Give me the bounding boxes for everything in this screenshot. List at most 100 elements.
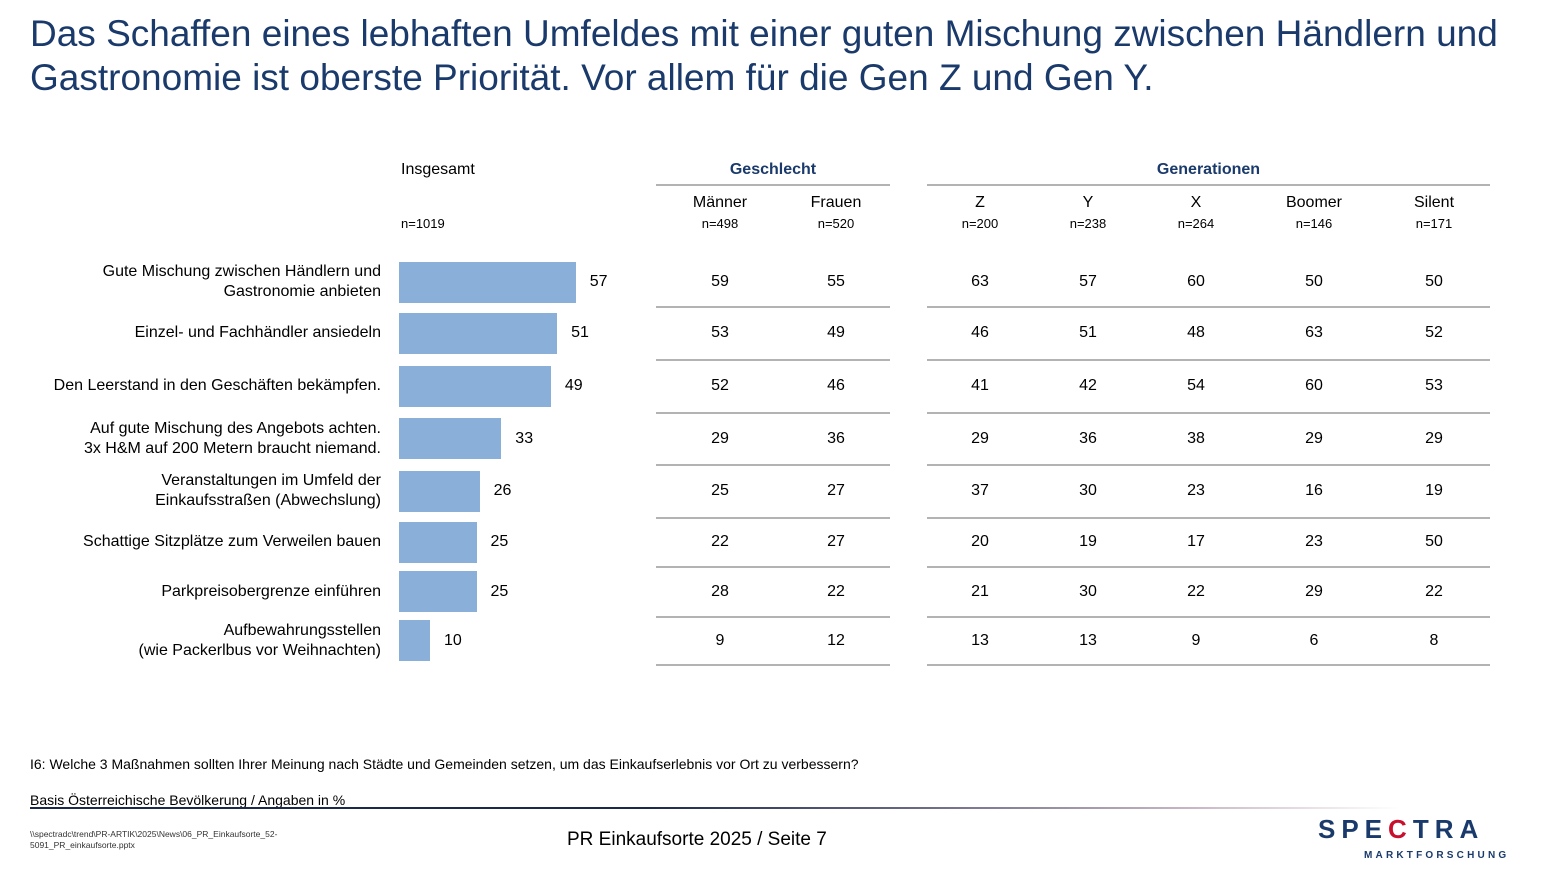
- bar-value-label: 51: [571, 324, 589, 341]
- cell-y: 51: [1079, 324, 1097, 341]
- column-header-silent: Silent: [1413, 194, 1455, 211]
- cell-silent: 19: [1425, 482, 1443, 499]
- cell-männer: 52: [711, 377, 729, 394]
- logo-text-start: SPE: [1318, 814, 1389, 844]
- bar-total: [399, 418, 502, 459]
- survey-basis: Basis Österreichische Bevölkerung / Anga…: [30, 792, 346, 808]
- cell-z: 63: [971, 273, 989, 290]
- column-n-z: n=200: [961, 216, 999, 231]
- cell-z: 37: [971, 482, 989, 499]
- row-label: Aufbewahrungsstellen (wie Packerlbus vor …: [10, 617, 381, 664]
- survey-question: I6: Welche 3 Maßnahmen sollten Ihrer Mei…: [30, 756, 859, 772]
- cell-y: 19: [1079, 533, 1097, 550]
- cell-männer: 25: [711, 482, 729, 499]
- cell-y: 36: [1079, 429, 1097, 447]
- cell-y: 42: [1079, 377, 1097, 394]
- row-label-line: Gute Mischung zwischen Händlern und: [102, 263, 381, 280]
- column-header-x: X: [1190, 194, 1202, 211]
- bar-total: [399, 261, 576, 303]
- cell-silent: 22: [1425, 582, 1443, 600]
- cell-silent: 53: [1425, 377, 1443, 394]
- logo-wordmark: SPECTRA: [1318, 814, 1484, 845]
- row-divider-geschlecht: [656, 566, 890, 568]
- row-divider-geschlecht: [656, 616, 890, 618]
- cell-boomer: 60: [1305, 377, 1323, 394]
- row-label: Auf gute Mischung des Angebots achten. 3x…: [10, 413, 381, 464]
- group-header-generationen: Generationen: [1156, 161, 1261, 178]
- bar-total: [399, 365, 551, 407]
- cell-silent: 50: [1425, 533, 1443, 550]
- column-header-boomer: Boomer: [1285, 194, 1343, 211]
- cell-silent: 52: [1425, 324, 1443, 341]
- column-n-boomer: n=146: [1295, 216, 1333, 231]
- cell-frauen: 55: [827, 273, 845, 290]
- cell-männer: 29: [711, 429, 729, 447]
- row-label-text: Aufbewahrungsstellen (wie Packerlbus vor …: [139, 621, 381, 661]
- group-underline-geschlecht: [656, 184, 890, 186]
- column-header-frauen: Frauen: [810, 194, 862, 211]
- cell-boomer: 50: [1305, 273, 1323, 290]
- column-header-y: Y: [1082, 194, 1094, 211]
- cell-x: 38: [1187, 429, 1205, 447]
- row-label-line: 3x H&M auf 200 Metern braucht niemand.: [83, 439, 381, 457]
- logo-subtitle: MARKTFORSCHUNG: [1364, 850, 1510, 861]
- row-divider-geschlecht: [656, 359, 890, 361]
- group-underline-generationen: [927, 184, 1490, 186]
- page-footer: PR Einkaufsorte 2025 / Seite 7: [567, 829, 827, 850]
- cell-y: 13: [1079, 631, 1097, 649]
- cell-silent: 50: [1425, 273, 1443, 290]
- row-divider-geschlecht: [656, 464, 890, 466]
- group-header-geschlecht: Geschlecht: [729, 161, 817, 178]
- row-divider-generationen: [927, 412, 1490, 414]
- row-label-line: Den Leerstand in den Geschäften bekämpfe…: [53, 377, 381, 394]
- row-label: Den Leerstand in den Geschäften bekämpfe…: [10, 360, 381, 412]
- cell-z: 20: [971, 533, 989, 550]
- row-label-line: Einkaufsstraßen (Abwechslung): [155, 492, 381, 509]
- cell-frauen: 22: [827, 582, 845, 600]
- row-divider-generationen: [927, 306, 1490, 308]
- cell-frauen: 27: [827, 533, 845, 550]
- column-n-y: n=238: [1069, 216, 1107, 231]
- footer-divider: [30, 807, 1400, 809]
- row-label-line: Gastronomie anbieten: [223, 283, 381, 300]
- row-label-line: (wie Packerlbus vor Weihnachten): [138, 641, 381, 659]
- total-column-header: Insgesamt: [401, 161, 475, 178]
- row-label-line: Schattige Sitzplätze zum Verweilen bauen: [83, 533, 381, 550]
- row-label-text: Veranstaltungen im Umfeld der Einkaufsstr…: [155, 471, 381, 511]
- row-divider-generationen: [927, 464, 1490, 466]
- bar-value-label: 25: [490, 582, 509, 600]
- row-divider-geschlecht: [656, 306, 890, 308]
- row-label-text: Einzel- und Fachhändler ansiedeln: [135, 323, 381, 343]
- cell-männer: 53: [711, 324, 729, 341]
- column-header-z: Z: [975, 194, 985, 211]
- cell-y: 30: [1079, 482, 1097, 499]
- row-divider-generationen: [927, 517, 1490, 519]
- cell-frauen: 27: [827, 482, 845, 499]
- row-label-line: Einzel- und Fachhändler ansiedeln: [134, 324, 381, 341]
- bar-total: [399, 470, 480, 512]
- column-n-x: n=264: [1177, 216, 1215, 231]
- row-label-text: Parkpreisobergrenze einführen: [161, 582, 381, 602]
- cell-x: 9: [1191, 631, 1201, 649]
- bar-total: [399, 620, 430, 661]
- row-label-text: Auf gute Mischung des Angebots achten. 3x…: [84, 419, 381, 459]
- logo-arrow-c: C: [1388, 814, 1413, 844]
- file-path: \\spectradc\trend\PR-ARTIK\2025\News\06_…: [30, 829, 278, 850]
- cell-männer: 28: [711, 582, 729, 600]
- cell-boomer: 23: [1305, 533, 1323, 550]
- row-divider-generationen: [927, 616, 1490, 618]
- cell-x: 17: [1187, 533, 1205, 550]
- cell-z: 41: [971, 377, 989, 394]
- cell-z: 46: [971, 324, 989, 341]
- cell-boomer: 63: [1305, 324, 1323, 341]
- bar-total: [399, 571, 477, 612]
- cell-boomer: 6: [1309, 631, 1319, 649]
- cell-silent: 8: [1429, 631, 1439, 649]
- row-label: Einzel- und Fachhändler ansiedeln: [10, 307, 381, 359]
- cell-y: 30: [1079, 582, 1097, 600]
- bar-value-label: 10: [444, 631, 462, 649]
- cell-z: 29: [971, 429, 989, 447]
- cell-x: 22: [1187, 582, 1205, 600]
- row-label: Schattige Sitzplätze zum Verweilen bauen: [10, 518, 381, 566]
- bar-value-label: 57: [589, 273, 608, 290]
